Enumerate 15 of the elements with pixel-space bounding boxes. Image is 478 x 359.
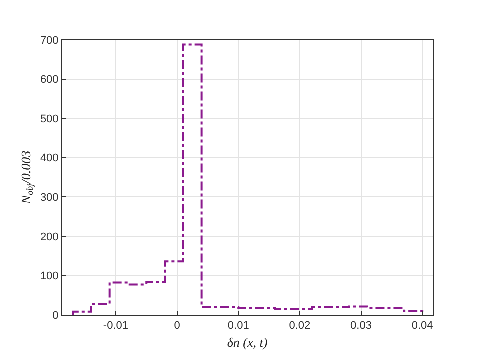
y-tick-label: 600 [40,74,59,86]
x-axis-title: δn (x, t) [227,334,268,350]
x-tick-label: -0.01 [103,320,128,332]
x-tick-label: 0.04 [412,320,434,332]
y-tick-label: 300 [40,192,59,204]
x-tick-label: 0 [174,320,180,332]
y-tick-label: 100 [40,270,59,283]
y-tick-label: 0 [52,310,59,322]
y-tick-label: 200 [40,231,59,244]
x-tick-label: 0.03 [350,320,372,332]
y-tick-label: 700 [40,34,59,47]
y-tick-label: 500 [40,113,59,126]
x-tick-label: 0.02 [289,320,311,332]
x-tick-label: 0.01 [228,320,250,332]
y-tick-label: 400 [40,152,59,165]
